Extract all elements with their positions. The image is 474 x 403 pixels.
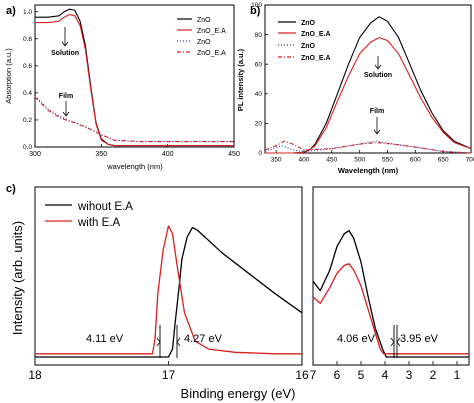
legend-label: wihout E.A (77, 201, 133, 213)
panel-b-series (264, 16, 472, 154)
panel-b-label: b) (250, 5, 261, 17)
onset-arrowhead (390, 337, 395, 347)
panel-a-ticks: 300 350 400 450 0.0 0.2 0.4 0.6 0.8 1.0 (23, 9, 240, 158)
x-tick-label: 4 (382, 368, 389, 382)
legend-label: ZnO (197, 39, 211, 46)
panel-c-left-frame (34, 186, 303, 366)
panel-a-legend: ZnO ZnO_E.A ZnO ZnO_E.A (177, 17, 226, 57)
series-line (312, 229, 469, 358)
panel-c-ticks: 18 17 16 7 6 5 4 3 2 1 (28, 361, 461, 382)
panel-c-legend: wihout E.A with E.A (45, 201, 133, 229)
x-tick-label: 500 (354, 157, 365, 164)
x-tick-label: 3 (406, 368, 413, 382)
panel-a: a) 300 350 400 450 0.0 0.2 0.4 0.6 0.8 1.0 wavele… (4, 4, 240, 171)
y-tick-label: 20 (255, 121, 263, 128)
series-line (34, 95, 234, 143)
panel-b-annotation-solution: Solution (364, 72, 392, 79)
panel-c-annotation-onset-ea: 4.11 eV (86, 333, 124, 345)
panel-c-right-frame (312, 186, 470, 366)
panel-b-ylabel: PL intensity (a.u.) (236, 48, 245, 111)
panel-a-series (34, 8, 234, 147)
x-tick-label: 5 (358, 368, 365, 382)
panel-a-ylabel: Absorption (a.u.) (4, 48, 13, 104)
x-tick-label: 300 (29, 151, 41, 158)
legend-label: ZnO_E.A (301, 55, 331, 62)
y-tick-label: 0.0 (23, 144, 32, 151)
x-tick-label: 550 (382, 157, 393, 164)
panel-b-frame (264, 4, 472, 154)
y-tick-label: 60 (255, 61, 263, 68)
x-tick-label: 600 (410, 157, 421, 164)
y-tick-label: 0.6 (23, 63, 32, 70)
annotation-arrowhead (373, 129, 381, 135)
panel-a-label: a) (6, 5, 16, 17)
x-tick-label: 7 (310, 368, 317, 382)
y-tick-label: 0.2 (23, 117, 32, 124)
x-tick-label: 16 (295, 368, 309, 382)
x-tick-label: 350 (95, 151, 107, 158)
x-tick-label: 450 (228, 151, 240, 158)
series-line (265, 37, 472, 154)
legend-label: ZnO_E.A (197, 50, 226, 57)
series-line (312, 263, 469, 355)
panel-a-xlabel: wavelength (nm) (106, 162, 163, 171)
panel-c: c) 18 17 16 7 6 5 4 3 2 1 Binding energy (eV) Int… (6, 183, 470, 401)
panel-b-annotation-film: Film (370, 108, 384, 115)
x-tick-label: 6 (334, 368, 341, 382)
x-tick-label: 450 (326, 157, 337, 164)
legend-label: ZnO_E.A (301, 31, 331, 38)
annotation-arrowhead (374, 64, 382, 70)
x-tick-label: 350 (271, 157, 282, 164)
panel-c-annotation-onset: 4.27 eV (184, 333, 223, 345)
y-tick-label: 100 (251, 2, 262, 9)
legend-label: with E.A (77, 217, 121, 229)
x-tick-label: 17 (162, 368, 176, 382)
x-tick-label: 2 (430, 368, 437, 382)
series-line (35, 226, 303, 358)
y-tick-label: 40 (255, 91, 263, 98)
panel-c-xlabel: Binding energy (eV) (181, 386, 296, 401)
panel-b-xlabel: Wavelength (nm) (338, 166, 399, 175)
y-tick-label: 0.4 (23, 90, 32, 97)
panel-c-annotation-right-ea: 4.06 eV (337, 333, 376, 345)
series-line (264, 140, 472, 154)
panel-a-annotation-solution: Solution (51, 50, 79, 57)
annotation-arrowhead (61, 41, 69, 47)
onset-arrowhead (176, 337, 181, 347)
x-tick-label: 400 (162, 151, 174, 158)
legend-label: ZnO (197, 17, 211, 24)
legend-label: ZnO (301, 43, 316, 50)
panel-c-annotation-right: 3.95 eV (400, 333, 439, 345)
x-tick-label: 18 (28, 368, 42, 382)
panel-c-series (35, 225, 469, 358)
onset-arrowhead (156, 337, 161, 347)
legend-label: ZnO (301, 20, 316, 27)
panel-b: b) 350400450500550600650700020406080100 … (236, 2, 474, 175)
panel-b-ticks: 350 400 450 500 550 600 650 700 0 20 40 60 80 100 (251, 2, 474, 163)
panel-a-annotation-film: Film (59, 93, 73, 100)
series-line (265, 16, 472, 154)
y-tick-label: 1.0 (23, 9, 32, 16)
y-tick-label: 0 (258, 150, 262, 157)
series-line (35, 225, 302, 355)
y-tick-label: 80 (255, 32, 263, 39)
onset-arrowhead (396, 337, 401, 347)
x-tick-label: 650 (438, 157, 449, 164)
panel-c-onset-markers (156, 325, 401, 358)
x-tick-label: 1 (454, 368, 461, 382)
x-tick-label: 700 (466, 157, 474, 164)
series-line (34, 96, 234, 143)
x-tick-label: 400 (299, 157, 310, 164)
panel-c-ylabel: Intensity (arb. units) (10, 221, 25, 335)
panel-b-legend: ZnO ZnO_E.A ZnO ZnO_E.A (278, 20, 331, 62)
panel-a-frame (34, 4, 235, 148)
legend-label: ZnO_E.A (197, 28, 226, 35)
series-line (35, 13, 234, 147)
panel-c-label: c) (6, 183, 16, 195)
annotation-arrowhead (62, 111, 70, 117)
y-tick-label: 0.8 (23, 36, 32, 43)
